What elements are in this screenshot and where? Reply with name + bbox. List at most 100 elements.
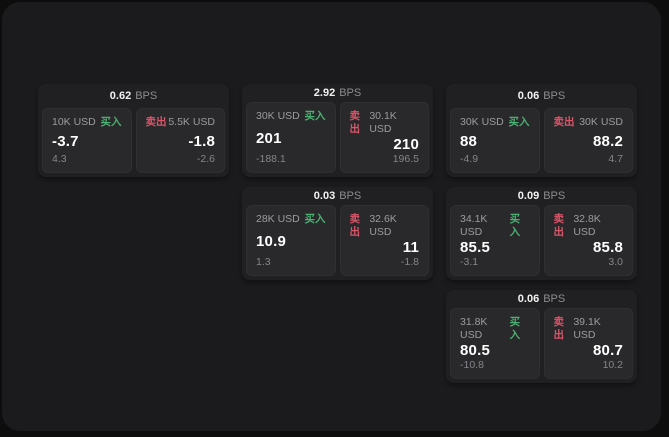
- buy-tag: 买入: [508, 116, 530, 128]
- sell-tag: 卖出: [553, 213, 565, 238]
- sell-quote-tile[interactable]: 卖出 32.8K USD 85.8 3.0: [543, 205, 633, 276]
- buy-tile-header: 28K USD 买入: [256, 213, 326, 226]
- buy-quote-tile[interactable]: 30K USD 买入 88 -4.9: [450, 108, 540, 173]
- sell-quote-tile[interactable]: 卖出 30K USD 88.2 4.7: [543, 108, 633, 173]
- sell-price-value: 80.7: [593, 342, 623, 359]
- buy-size-label: 30K USD: [460, 116, 504, 128]
- quote-card: 0.03 BPS 28K USD 买入 10.9 1.3 卖出 32.6K US…: [242, 187, 433, 280]
- buy-quote-tile[interactable]: 34.1K USD 买入 85.5 -3.1: [450, 205, 540, 276]
- sell-sub-value: -1.8: [400, 256, 419, 268]
- sell-size-label: 32.6K USD: [369, 213, 397, 238]
- quote-card-grid: 0.62 BPS 10K USD 买入 -3.7 4.3 卖出 5.5K USD…: [38, 84, 637, 383]
- buy-tag: 买入: [509, 316, 521, 341]
- buy-quote-tile[interactable]: 30K USD 买入 201 -188.1: [246, 102, 336, 173]
- sell-price-value: 88.2: [593, 132, 623, 150]
- buy-tile-header: 30K USD 买入: [460, 116, 530, 129]
- buy-size-label: 34.1K USD: [460, 213, 488, 238]
- sell-size-label: 30.1K USD: [369, 110, 397, 135]
- buy-size-label: 10K USD: [52, 116, 96, 128]
- card-body: 30K USD 买入 201 -188.1 卖出 30.1K USD 210 1…: [246, 102, 429, 173]
- spread-bps-value: 0.06: [517, 293, 540, 305]
- card-header: 0.62 BPS: [42, 84, 225, 108]
- buy-quote-tile[interactable]: 28K USD 买入 10.9 1.3: [246, 205, 336, 276]
- sell-tag: 卖出: [349, 213, 361, 238]
- sell-sub-value: 10.2: [602, 359, 623, 371]
- spread-bps-value: 2.92: [313, 87, 336, 99]
- buy-tag: 买入: [304, 110, 326, 122]
- buy-tag: 买入: [509, 213, 521, 238]
- sell-tag: 卖出: [349, 110, 361, 135]
- buy-sub-value: 1.3: [256, 256, 271, 268]
- sell-size-label: 32.8K USD: [573, 213, 601, 238]
- buy-size-label: 31.8K USD: [460, 316, 488, 341]
- quotes-panel: 0.62 BPS 10K USD 买入 -3.7 4.3 卖出 5.5K USD…: [2, 2, 661, 431]
- buy-price-value: 201: [256, 129, 282, 147]
- buy-price-value: -3.7: [52, 132, 79, 150]
- sell-tag: 卖出: [145, 116, 167, 128]
- card-body: 10K USD 买入 -3.7 4.3 卖出 5.5K USD -1.8 -2.…: [42, 108, 225, 173]
- sell-quote-tile[interactable]: 卖出 30.1K USD 210 196.5: [339, 102, 429, 173]
- card-header: 0.06 BPS: [450, 290, 633, 308]
- buy-tile-header: 10K USD 买入: [52, 116, 122, 129]
- sell-tile-header: 卖出 30.1K USD: [350, 110, 420, 136]
- sell-sub-value: 3.0: [608, 256, 623, 268]
- buy-sub-value: -10.8: [460, 359, 484, 371]
- card-body: 28K USD 买入 10.9 1.3 卖出 32.6K USD 11 -1.8: [246, 205, 429, 276]
- bps-unit-label: BPS: [543, 90, 566, 102]
- spread-bps-value: 0.62: [109, 90, 132, 102]
- buy-price-value: 85.5: [460, 239, 490, 256]
- card-header: 0.03 BPS: [246, 187, 429, 205]
- sell-size-label: 30K USD: [579, 116, 623, 128]
- buy-price-value: 88: [460, 132, 478, 150]
- sell-tag: 卖出: [553, 316, 565, 341]
- buy-sub-value: -188.1: [256, 153, 286, 165]
- buy-tag: 买入: [100, 116, 122, 128]
- sell-tile-header: 卖出 39.1K USD: [554, 316, 624, 342]
- card-header: 2.92 BPS: [246, 84, 429, 102]
- sell-tile-header: 卖出 30K USD: [554, 116, 624, 129]
- card-body: 30K USD 买入 88 -4.9 卖出 30K USD 88.2 4.7: [450, 108, 633, 173]
- buy-quote-tile[interactable]: 31.8K USD 买入 80.5 -10.8: [450, 308, 540, 379]
- card-header: 0.09 BPS: [450, 187, 633, 205]
- buy-sub-value: 4.3: [52, 153, 67, 165]
- buy-size-label: 28K USD: [256, 213, 300, 225]
- card-body: 34.1K USD 买入 85.5 -3.1 卖出 32.8K USD 85.8…: [450, 205, 633, 276]
- card-header: 0.06 BPS: [450, 84, 633, 108]
- sell-price-value: 210: [393, 136, 419, 153]
- sell-tile-header: 卖出 32.8K USD: [554, 213, 624, 239]
- sell-price-value: 11: [402, 239, 419, 256]
- buy-sub-value: -4.9: [460, 153, 479, 165]
- quote-card: 0.62 BPS 10K USD 买入 -3.7 4.3 卖出 5.5K USD…: [38, 84, 229, 177]
- sell-sub-value: 4.7: [608, 153, 623, 165]
- spread-bps-value: 0.03: [313, 190, 336, 202]
- bps-unit-label: BPS: [339, 87, 362, 99]
- sell-tile-header: 卖出 32.6K USD: [350, 213, 420, 239]
- sell-price-value: -1.8: [188, 132, 215, 150]
- sell-quote-tile[interactable]: 卖出 5.5K USD -1.8 -2.6: [135, 108, 225, 173]
- sell-quote-tile[interactable]: 卖出 39.1K USD 80.7 10.2: [543, 308, 633, 379]
- sell-tag: 卖出: [553, 116, 575, 128]
- quote-card: 0.09 BPS 34.1K USD 买入 85.5 -3.1 卖出 32.8K…: [446, 187, 637, 280]
- quote-card: 0.06 BPS 31.8K USD 买入 80.5 -10.8 卖出 39.1…: [446, 290, 637, 383]
- buy-tile-header: 30K USD 买入: [256, 110, 326, 123]
- sell-size-label: 39.1K USD: [573, 316, 601, 341]
- bps-unit-label: BPS: [543, 190, 566, 202]
- sell-price-value: 85.8: [593, 239, 623, 256]
- buy-price-value: 80.5: [460, 342, 490, 359]
- quote-card: 2.92 BPS 30K USD 买入 201 -188.1 卖出 30.1K …: [242, 84, 433, 177]
- buy-price-value: 10.9: [256, 232, 286, 250]
- sell-tile-header: 卖出 5.5K USD: [146, 116, 216, 129]
- buy-sub-value: -3.1: [460, 256, 479, 268]
- bps-unit-label: BPS: [135, 90, 158, 102]
- spread-bps-value: 0.06: [517, 90, 540, 102]
- buy-tile-header: 31.8K USD 买入: [460, 316, 530, 342]
- sell-sub-value: -2.6: [196, 153, 215, 165]
- sell-quote-tile[interactable]: 卖出 32.6K USD 11 -1.8: [339, 205, 429, 276]
- quote-card: 0.06 BPS 30K USD 买入 88 -4.9 卖出 30K USD 8…: [446, 84, 637, 177]
- bps-unit-label: BPS: [339, 190, 362, 202]
- buy-size-label: 30K USD: [256, 110, 300, 122]
- bps-unit-label: BPS: [543, 293, 566, 305]
- buy-quote-tile[interactable]: 10K USD 买入 -3.7 4.3: [42, 108, 132, 173]
- sell-sub-value: 196.5: [392, 153, 419, 165]
- buy-tile-header: 34.1K USD 买入: [460, 213, 530, 239]
